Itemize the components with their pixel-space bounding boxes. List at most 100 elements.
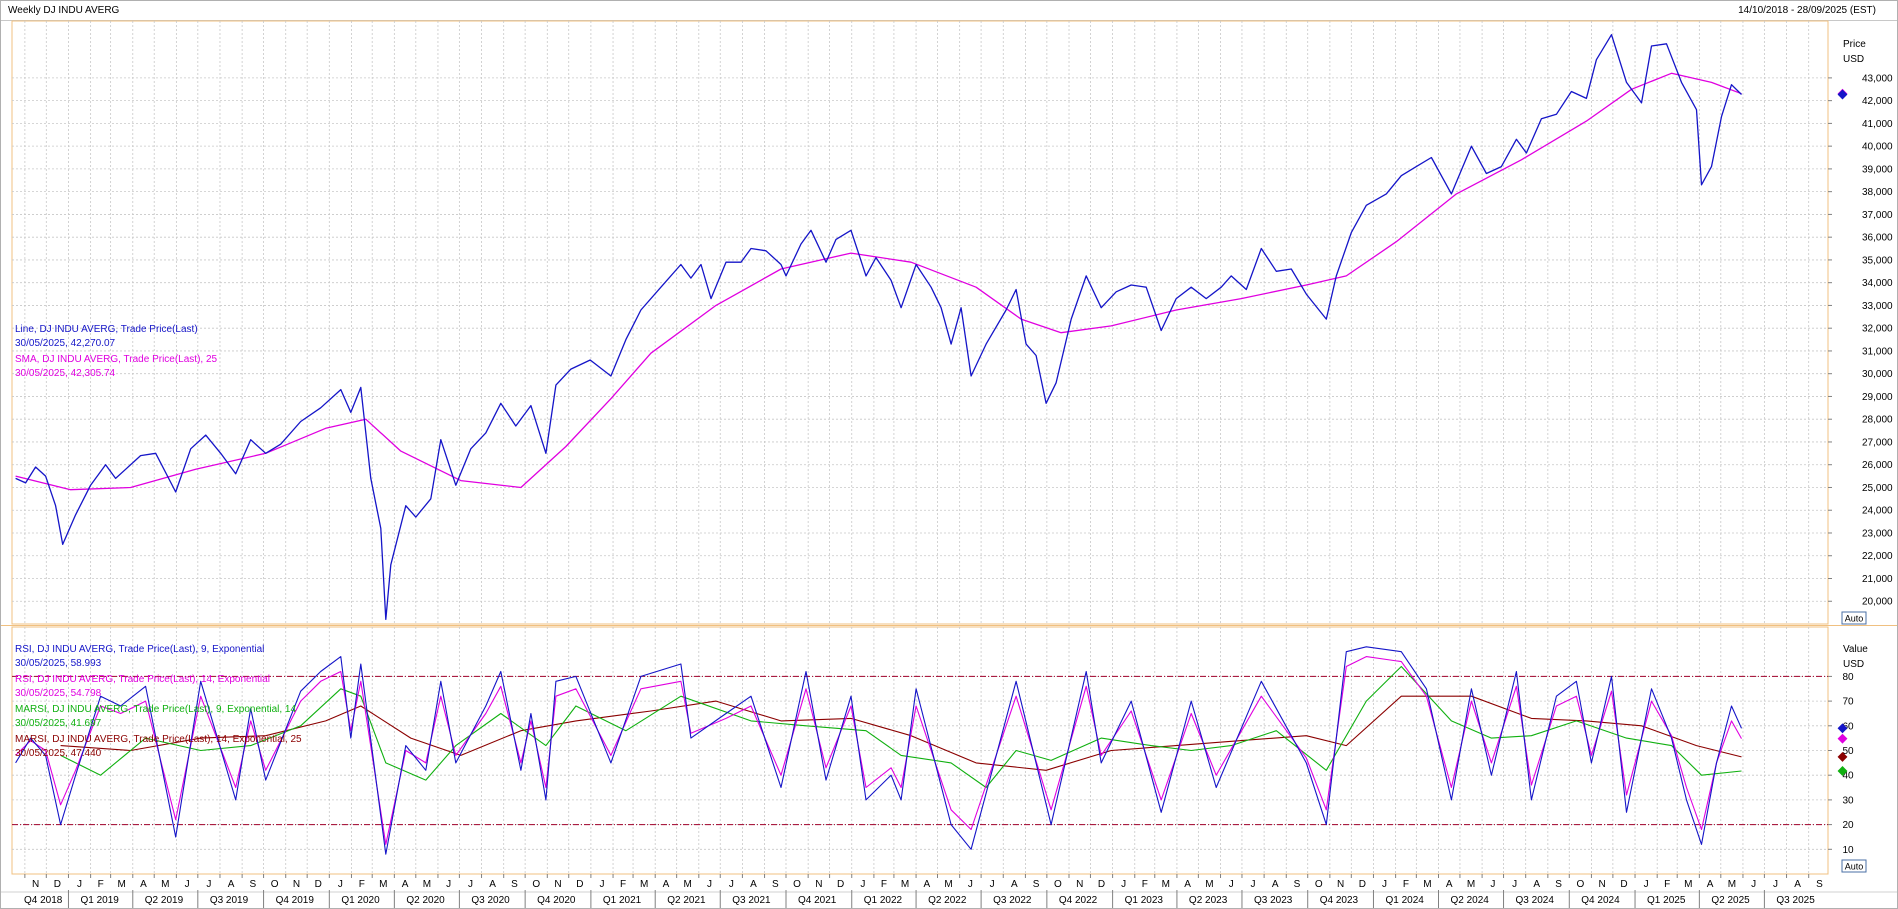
indicator-legend-label: RSI, DJ INDU AVERG, Trade Price(Last), 1… <box>15 674 270 685</box>
indicator-series-line-4 <box>15 646 1743 855</box>
month-tick-label: D <box>576 879 583 890</box>
month-tick-label: A <box>750 879 757 890</box>
month-tick-label: J <box>968 879 973 890</box>
price-axis-title: Price <box>1843 39 1866 50</box>
month-tick-label: A <box>1707 879 1714 890</box>
month-tick-label: N <box>815 879 822 890</box>
month-tick-label: O <box>1576 879 1584 890</box>
month-tick-label: M <box>944 879 952 890</box>
month-tick-label: F <box>98 879 104 890</box>
price-tick-label: 42,000 <box>1862 96 1893 107</box>
month-tick-label: J <box>1229 879 1234 890</box>
quarter-tick-label: Q4 2021 <box>798 895 837 906</box>
indicator-axis-title: Value <box>1843 644 1868 655</box>
quarter-tick-label: Q4 2018 <box>24 895 63 906</box>
last-value-marker <box>1837 733 1848 744</box>
price-legend-value: 30/05/2025, 42,305.74 <box>15 368 116 379</box>
price-tick-label: 43,000 <box>1862 73 1893 84</box>
month-tick-label: O <box>532 879 540 890</box>
quarter-tick-label: Q4 2020 <box>537 895 576 906</box>
indicator-legend-label: MARSI, DJ INDU AVERG, Trade Price(Last),… <box>15 734 302 745</box>
month-tick-label: N <box>32 879 39 890</box>
quarter-tick-label: Q4 2022 <box>1059 895 1098 906</box>
price-legend-value: 30/05/2025, 42,270.07 <box>15 338 116 349</box>
month-tick-label: J <box>1644 879 1649 890</box>
indicator-tick-label: 80 <box>1842 672 1854 683</box>
price-tick-label: 37,000 <box>1862 210 1893 221</box>
month-tick-label: A <box>140 879 147 890</box>
month-tick-label: J <box>707 879 712 890</box>
month-tick-label: D <box>1620 879 1627 890</box>
quarter-tick-label: Q3 2019 <box>210 895 249 906</box>
quarter-tick-label: Q2 2021 <box>667 895 706 906</box>
quarter-tick-label: Q4 2019 <box>276 895 315 906</box>
month-tick-label: M <box>118 879 126 890</box>
month-tick-label: J <box>206 879 211 890</box>
month-tick-label: M <box>379 879 387 890</box>
quarter-tick-label: Q4 2024 <box>1581 895 1620 906</box>
price-tick-label: 28,000 <box>1862 415 1893 426</box>
quarter-tick-label: Q1 2024 <box>1385 895 1424 906</box>
price-tick-label: 26,000 <box>1862 460 1893 471</box>
month-tick-label: A <box>1794 879 1801 890</box>
quarter-tick-label: Q3 2025 <box>1776 895 1815 906</box>
price-tick-label: 24,000 <box>1862 506 1893 517</box>
indicator-legend-value: 30/05/2025, 47.440 <box>15 748 102 759</box>
price-tick-label: 20,000 <box>1862 597 1893 608</box>
month-tick-label: M <box>1684 879 1692 890</box>
last-value-marker <box>1837 723 1848 734</box>
indicator-legend-value: 30/05/2025, 58.993 <box>15 658 102 669</box>
date-range: 14/10/2018 - 28/09/2025 (EST) <box>1738 5 1876 16</box>
price-tick-label: 41,000 <box>1862 119 1893 130</box>
month-tick-label: N <box>1337 879 1344 890</box>
price-tick-label: 21,000 <box>1862 574 1893 585</box>
month-tick-label: M <box>161 879 169 890</box>
quarter-tick-label: Q1 2021 <box>603 895 642 906</box>
price-tick-label: 27,000 <box>1862 437 1893 448</box>
month-tick-label: N <box>1599 879 1606 890</box>
month-tick-label: J <box>1512 879 1517 890</box>
indicator-tick-label: 40 <box>1842 771 1854 782</box>
month-tick-label: A <box>1184 879 1191 890</box>
month-tick-label: O <box>1315 879 1323 890</box>
last-value-marker <box>1837 766 1848 776</box>
month-tick-label: J <box>599 879 604 890</box>
month-tick-label: J <box>1251 879 1256 890</box>
auto-scale-button[interactable] <box>1841 611 1867 625</box>
month-tick-label: J <box>1490 879 1495 890</box>
price-tick-label: 25,000 <box>1862 483 1893 494</box>
month-tick-label: D <box>315 879 322 890</box>
month-tick-label: O <box>271 879 279 890</box>
month-tick-label: S <box>1555 879 1562 890</box>
month-tick-label: M <box>1423 879 1431 890</box>
auto-scale-button[interactable] <box>1841 859 1867 873</box>
price-tick-label: 23,000 <box>1862 528 1893 539</box>
month-tick-label: J <box>338 879 343 890</box>
month-tick-label: N <box>554 879 561 890</box>
quarter-tick-label: Q1 2020 <box>341 895 380 906</box>
month-tick-label: D <box>1098 879 1105 890</box>
month-tick-label: F <box>1142 879 1148 890</box>
quarter-tick-label: Q2 2024 <box>1450 895 1489 906</box>
month-tick-label: M <box>1467 879 1475 890</box>
month-tick-label: M <box>901 879 909 890</box>
price-tick-label: 30,000 <box>1862 369 1893 380</box>
indicator-tick-label: 60 <box>1842 721 1854 732</box>
auto-scale-label: Auto <box>1845 614 1864 624</box>
quarter-tick-label: Q1 2025 <box>1647 895 1686 906</box>
month-tick-label: S <box>1816 879 1823 890</box>
auto-scale-label: Auto <box>1845 862 1864 872</box>
month-tick-label: D <box>54 879 61 890</box>
last-value-marker <box>1837 751 1848 762</box>
month-tick-label: A <box>1011 879 1018 890</box>
indicator-legend-label: MARSI, DJ INDU AVERG, Trade Price(Last),… <box>15 704 296 715</box>
month-tick-label: M <box>1162 879 1170 890</box>
quarter-tick-label: Q3 2024 <box>1516 895 1555 906</box>
indicator-tick-label: 50 <box>1842 746 1854 757</box>
month-tick-label: S <box>511 879 518 890</box>
price-tick-label: 33,000 <box>1862 301 1893 312</box>
month-tick-label: J <box>468 879 473 890</box>
month-tick-label: S <box>250 879 257 890</box>
